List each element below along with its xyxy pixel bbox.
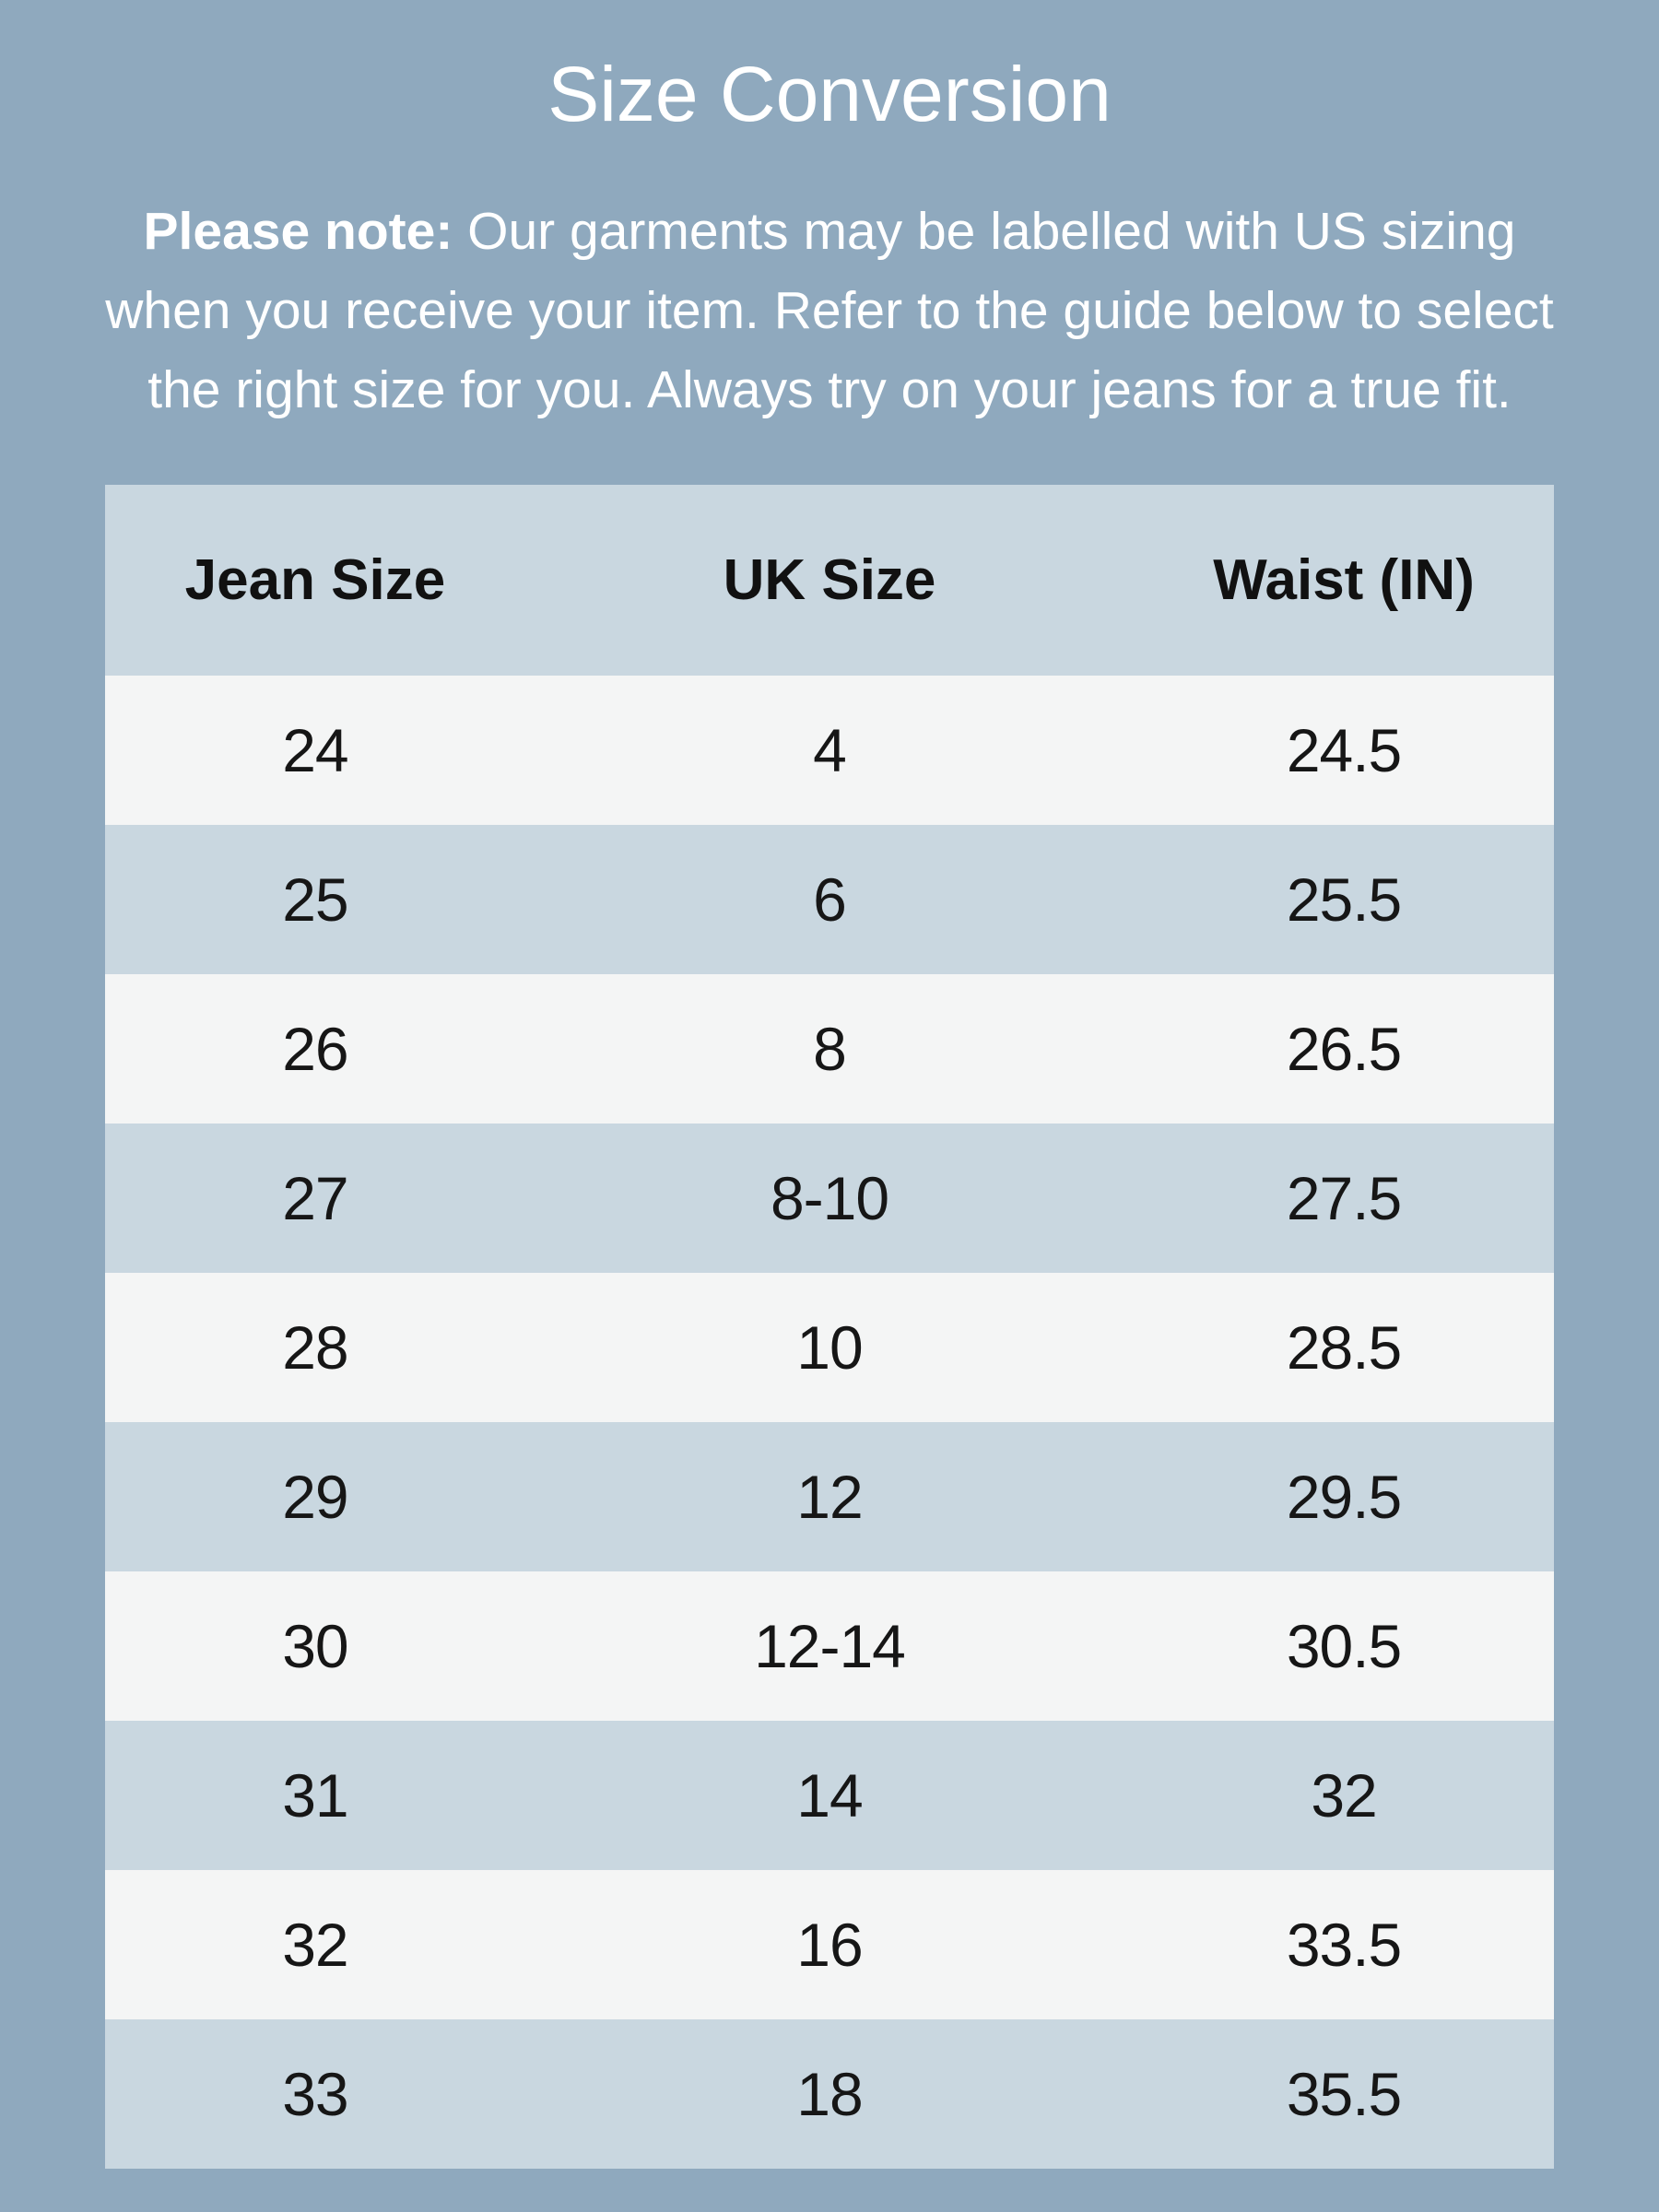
uk-size-cell: 16 [524,1870,1135,2020]
table-row: 25 6 25.5 [105,825,1554,975]
header-jean-size: Jean Size [105,485,525,677]
jean-size-cell: 33 [105,2019,525,2170]
table-row: 24 4 24.5 [105,676,1554,826]
waist-cell: 27.5 [1134,1124,1554,1274]
uk-size-cell: 8 [524,974,1135,1124]
table-row: 30 12-14 30.5 [105,1571,1554,1722]
waist-cell: 30.5 [1134,1571,1554,1722]
uk-size-cell: 4 [524,676,1135,826]
uk-size-cell: 18 [524,2019,1135,2170]
table-row: 28 10 28.5 [105,1273,1554,1423]
jean-size-cell: 27 [105,1124,525,1274]
jean-size-cell: 26 [105,974,525,1124]
table-row: 31 14 32 [105,1721,1554,1871]
uk-size-cell: 8-10 [524,1124,1135,1274]
jean-size-cell: 29 [105,1422,525,1572]
header-waist-in: Waist (IN) [1134,485,1554,677]
waist-cell: 26.5 [1134,974,1554,1124]
waist-cell: 29.5 [1134,1422,1554,1572]
uk-size-cell: 12 [524,1422,1135,1572]
uk-size-cell: 12-14 [524,1571,1135,1722]
jean-size-cell: 30 [105,1571,525,1722]
table-header-row: Jean Size UK Size Waist (IN) [105,485,1554,677]
jean-size-cell: 32 [105,1870,525,2020]
note-line-3: the right size for you. Always try on yo… [147,360,1512,420]
waist-cell: 35.5 [1134,2019,1554,2170]
table-row: 32 16 33.5 [105,1870,1554,2020]
note-emphasis: Please note: [143,202,453,262]
table-row: 27 8-10 27.5 [105,1124,1554,1274]
uk-size-cell: 14 [524,1721,1135,1871]
uk-size-cell: 6 [524,825,1135,975]
page-title: Size Conversion [547,51,1112,137]
waist-cell: 32 [1134,1721,1554,1871]
table-row: 33 18 35.5 [105,2019,1554,2170]
uk-size-cell: 10 [524,1273,1135,1423]
sizing-note: Please note: Our garments may be labelle… [35,192,1624,429]
table-row: 29 12 29.5 [105,1422,1554,1572]
waist-cell: 33.5 [1134,1870,1554,2020]
note-line-2: when you receive your item. Refer to the… [105,281,1554,341]
jean-size-cell: 24 [105,676,525,826]
note-line-1: Please note: Our garments may be labelle… [35,192,1624,271]
jean-size-cell: 31 [105,1721,525,1871]
header-uk-size: UK Size [524,485,1135,677]
note-line-1-text: Our garments may be labelled with US siz… [453,202,1516,262]
table-row: 26 8 26.5 [105,974,1554,1124]
jean-size-cell: 28 [105,1273,525,1423]
waist-cell: 28.5 [1134,1273,1554,1423]
size-conversion-table: Jean Size UK Size Waist (IN) 24 4 24.5 2… [105,485,1554,2170]
waist-cell: 25.5 [1134,825,1554,975]
jean-size-cell: 25 [105,825,525,975]
waist-cell: 24.5 [1134,676,1554,826]
